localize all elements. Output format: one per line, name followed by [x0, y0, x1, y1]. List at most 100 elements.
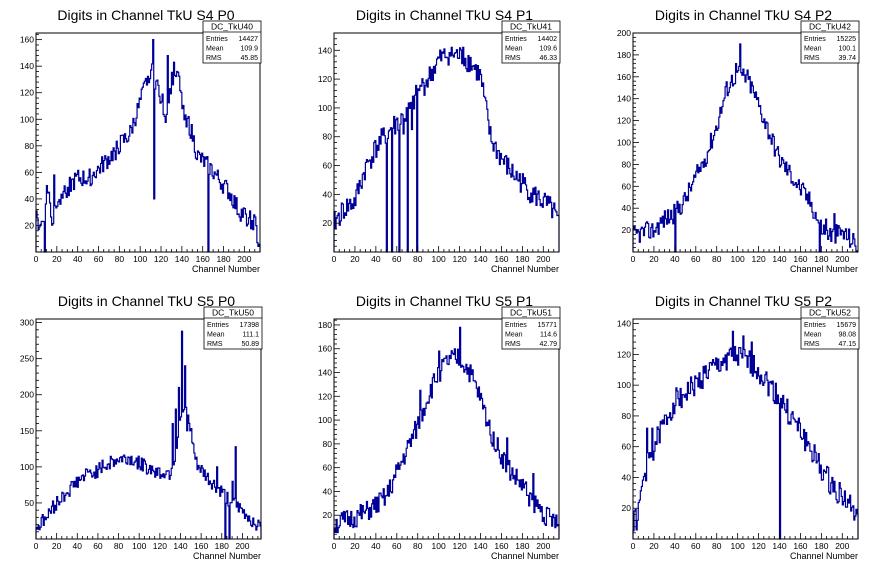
x-tick-label: 120 [452, 541, 466, 551]
y-tick-label: 120 [318, 391, 332, 401]
x-tick-label: 0 [631, 254, 636, 264]
chart-title: Digits in Channel TkU S5 P1 [356, 293, 533, 309]
plot-frame [35, 318, 262, 540]
y-tick-label: 60 [25, 167, 35, 177]
stats-value: 42.79 [539, 341, 557, 348]
x-tick-label: 0 [332, 254, 337, 264]
x-tick-label: 200 [235, 541, 249, 551]
stats-name: DC_TkU50 [212, 308, 254, 318]
plot-frame [632, 318, 859, 540]
y-tick-label: 140 [617, 319, 631, 329]
stats-label: RMS [505, 341, 521, 348]
histogram-series [35, 330, 262, 540]
x-tick-label: 100 [731, 254, 745, 264]
y-tick-label: 20 [25, 220, 35, 230]
x-tick-label: 140 [175, 254, 189, 264]
x-tick-label: 60 [691, 541, 701, 551]
x-tick-label: 80 [413, 541, 423, 551]
x-axis-label: Channel Number [790, 264, 858, 274]
y-tick-label: 140 [20, 61, 34, 71]
chart-title: Digits in Channel TkU S4 P1 [356, 7, 533, 23]
stats-value: 14402 [538, 36, 558, 43]
histogram-series [333, 326, 560, 539]
x-tick-label: 60 [691, 254, 701, 264]
histogram-series [35, 39, 261, 253]
plot-frame [333, 318, 560, 540]
x-tick-label: 20 [52, 541, 62, 551]
plot-frame [35, 32, 261, 253]
y-tick-label: 60 [622, 442, 632, 452]
y-tick-label: 160 [617, 72, 631, 82]
stats-box-frame [203, 306, 263, 350]
stats-box: DC_TkU50 Entries 17398 Mean 111.1 RMS 50.89 [203, 306, 263, 350]
stats-label: Mean [804, 46, 822, 53]
x-tick-label: 40 [371, 254, 381, 264]
stats-box-frame [202, 20, 262, 64]
stats-value: 14427 [239, 36, 259, 43]
stats-value: 109.9 [240, 46, 258, 53]
x-tick-label: 0 [332, 541, 337, 551]
stats-label: RMS [804, 55, 820, 62]
y-tick-label: 100 [318, 103, 332, 113]
x-tick-label: 120 [154, 254, 168, 264]
x-tick-label: 20 [350, 541, 360, 551]
x-tick-label: 160 [196, 254, 210, 264]
stats-name: DC_TkU40 [211, 22, 253, 32]
x-tick-label: 0 [631, 541, 636, 551]
histogram-panel-0: Digits in Channel TkU S4 P0 0 20 40 60 80 100 1… [20, 7, 262, 274]
x-tick-label: 120 [751, 541, 765, 551]
x-tick-label: 180 [814, 541, 828, 551]
y-tick-label: 50 [25, 498, 35, 508]
x-tick-label: 80 [712, 254, 722, 264]
x-tick-label: 0 [34, 254, 39, 264]
x-tick-label: 160 [494, 254, 508, 264]
stats-label: Mean [505, 332, 523, 339]
x-tick-label: 100 [133, 254, 147, 264]
y-tick-label: 80 [622, 159, 632, 169]
x-tick-label: 40 [73, 541, 83, 551]
x-tick-label: 100 [432, 254, 446, 264]
stats-name: DC_TkU52 [809, 308, 851, 318]
chart-title: Digits in Channel TkU S5 P0 [58, 293, 235, 309]
y-tick-label: 100 [318, 415, 332, 425]
stats-label: Mean [207, 332, 225, 339]
x-tick-label: 140 [772, 254, 786, 264]
y-tick-label: 20 [622, 503, 632, 513]
y-tick-label: 150 [20, 426, 34, 436]
x-tick-label: 160 [793, 541, 807, 551]
x-tick-label: 180 [216, 254, 230, 264]
stats-label: RMS [804, 341, 820, 348]
x-tick-label: 100 [132, 541, 146, 551]
histogram-series [333, 46, 560, 253]
chart-title: Digits in Channel TkU S5 P2 [655, 293, 832, 309]
x-tick-label: 80 [115, 254, 125, 264]
stats-label: Entries [804, 36, 826, 43]
x-tick-label: 40 [670, 254, 680, 264]
x-tick-label: 140 [772, 541, 786, 551]
x-tick-label: 40 [670, 541, 680, 551]
stats-value: 45.85 [240, 55, 258, 62]
y-tick-label: 80 [25, 141, 35, 151]
y-tick-label: 100 [617, 380, 631, 390]
histogram-panel-1: Digits in Channel TkU S4 P1 0 20 40 60 80 100 1… [318, 7, 561, 274]
histogram-series [632, 330, 859, 540]
y-tick-label: 200 [20, 390, 34, 400]
stats-label: Entries [505, 36, 527, 43]
y-tick-label: 180 [617, 50, 631, 60]
stats-name: DC_TkU42 [809, 22, 851, 32]
stats-box: DC_TkU41 Entries 14402 Mean 109.6 RMS 46.33 [501, 20, 561, 64]
stats-box-frame [800, 20, 860, 64]
x-tick-label: 60 [392, 541, 402, 551]
stats-label: RMS [505, 55, 521, 62]
x-tick-label: 80 [114, 541, 124, 551]
stats-value: 46.33 [539, 55, 557, 62]
x-tick-label: 200 [237, 254, 251, 264]
x-tick-label: 60 [93, 541, 103, 551]
x-tick-label: 20 [649, 254, 659, 264]
stats-value: 39.74 [838, 55, 856, 62]
x-tick-label: 0 [34, 541, 39, 551]
histogram-series [632, 43, 858, 253]
stats-label: Entries [505, 322, 527, 329]
x-tick-label: 20 [52, 254, 62, 264]
x-tick-label: 200 [536, 541, 550, 551]
